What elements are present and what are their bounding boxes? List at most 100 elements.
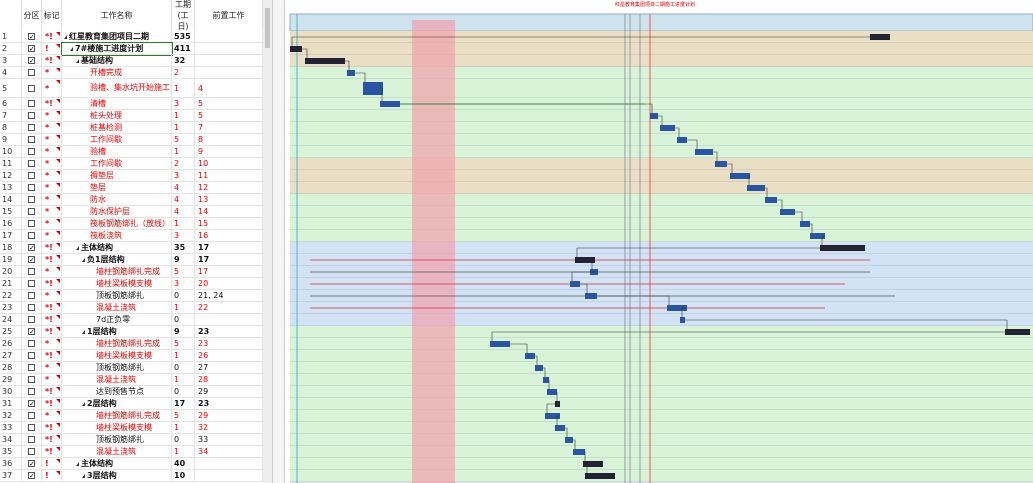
duration: 4 [172,182,195,194]
zone-checkbox[interactable] [28,280,35,287]
dependency [291,36,890,46]
task-name: 桩基检测 [62,122,172,134]
zone-checkbox[interactable]: ✓ [28,400,35,408]
column-header[interactable]: 工作名称 [62,0,172,30]
zone-checkbox[interactable] [28,316,35,323]
collapse-toggle[interactable] [82,401,85,406]
row-number: 19 [0,254,22,266]
zone-checkbox[interactable]: ✓ [28,244,35,252]
flag [56,68,60,72]
task-name: 筏板浇筑 [62,230,172,242]
duration: 1 [172,350,195,362]
column-header[interactable]: 标记 [42,0,62,30]
collapse-toggle[interactable] [70,46,73,51]
gantt-row [290,55,1033,67]
predecessor [195,458,263,470]
zone-checkbox[interactable] [28,136,35,143]
flag [56,303,60,307]
row-number: 2 [0,43,22,55]
predecessor: 29 [195,386,263,398]
zone-checkbox[interactable] [28,364,35,371]
zone-checkbox[interactable] [28,376,35,383]
column-header[interactable]: 分区 [22,0,42,30]
task-bar [730,173,750,179]
zone-checkbox[interactable] [28,268,35,275]
zone-cell [22,434,42,446]
collapse-toggle[interactable] [82,257,85,262]
row-number: 5 [0,79,22,98]
zone-cell [22,302,42,314]
predecessor: 27 [195,362,263,374]
collapse-toggle[interactable] [76,461,79,466]
zone-checkbox[interactable]: ✓ [28,45,35,53]
zone-checkbox[interactable] [28,69,35,76]
column-header[interactable]: 前置工作 [195,0,263,30]
zone-checkbox[interactable] [28,448,35,455]
collapse-toggle[interactable] [76,245,79,250]
zone-checkbox[interactable] [28,160,35,167]
task-name-text: 达到预售节点 [96,386,144,396]
flag [56,291,60,295]
zone-checkbox[interactable] [28,436,35,443]
zone-checkbox[interactable] [28,412,35,419]
zone-checkbox[interactable] [28,340,35,347]
dependency [681,307,687,317]
row-number: 26 [0,338,22,350]
zone-checkbox[interactable] [28,292,35,299]
zone-checkbox[interactable]: ✓ [28,57,35,65]
collapse-toggle[interactable] [82,329,85,334]
duration: 0 [172,290,195,302]
row-number: 3 [0,55,22,67]
zone-checkbox[interactable] [28,352,35,359]
zone-checkbox[interactable]: ✓ [28,33,35,41]
scrollbar[interactable] [263,0,272,483]
zone-checkbox[interactable] [28,184,35,191]
mark-cell: * [42,338,62,350]
zone-checkbox[interactable]: ✓ [28,460,35,468]
dependency [535,355,538,365]
collapse-toggle[interactable] [76,58,79,63]
task-name-text: 工作间歇 [90,134,122,144]
zone-checkbox[interactable]: ✓ [28,256,35,264]
flag [56,315,60,319]
predecessor: 5 [195,110,263,122]
zone-checkbox[interactable] [28,304,35,311]
zone-checkbox[interactable] [28,84,35,92]
task-name-text: 验槽、集水坑开始施工 [90,83,170,92]
flag [56,351,60,355]
gantt-row [290,458,1033,470]
zone-checkbox[interactable] [28,172,35,179]
zone-checkbox[interactable] [28,112,35,119]
task-name-text: 墙柱梁板模支模 [96,422,152,432]
collapse-toggle[interactable] [82,473,85,478]
zone-checkbox[interactable] [28,100,35,107]
zone-checkbox[interactable] [28,124,35,131]
zone-checkbox[interactable] [28,220,35,227]
zone-cell [22,230,42,242]
task-name-text: 褥垫层 [90,170,114,180]
zone-checkbox[interactable] [28,232,35,239]
task-name: 顶板钢筋绑扎 [62,434,172,446]
row-number: 27 [0,350,22,362]
gantt-row [290,362,1033,374]
collapse-toggle[interactable] [64,34,67,39]
zone-checkbox[interactable] [28,388,35,395]
zone-checkbox[interactable]: ✓ [28,328,35,336]
zone-checkbox[interactable] [28,208,35,215]
task-name: 负1层结构 [62,254,172,266]
duration: 1 [172,374,195,386]
task-name-text: 红星教育集团项目二期 [69,31,149,41]
mark-cell: *! [42,314,62,326]
task-name-text: 桩头处理 [90,110,122,120]
zone-checkbox[interactable] [28,424,35,431]
scroll-thumb[interactable] [265,8,270,48]
predecessor: 21, 24 [195,290,263,302]
zone-cell [22,110,42,122]
splitter[interactable] [272,0,285,483]
zone-checkbox[interactable] [28,148,35,155]
zone-cell: ✓ [22,55,42,67]
column-header[interactable]: 工期(工日) [172,0,195,31]
duration: 32 [172,55,195,67]
zone-checkbox[interactable] [28,196,35,203]
zone-checkbox[interactable]: ✓ [28,472,35,480]
